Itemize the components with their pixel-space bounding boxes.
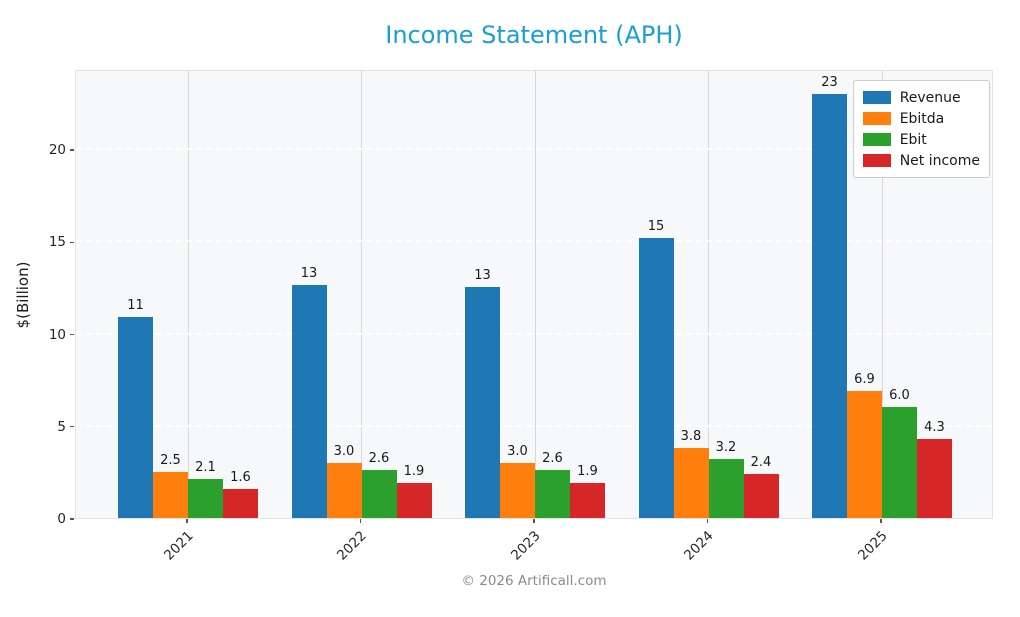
x-tick-mark <box>880 519 882 523</box>
legend-item-net-income: Net income <box>862 150 980 171</box>
bar-revenue-2021 <box>118 316 153 518</box>
bar-ebit-2021 <box>188 479 223 518</box>
bar-revenue-2024 <box>638 237 674 518</box>
y-tick-label-5: 5 <box>57 418 66 435</box>
bar-net-income-2021 <box>223 488 258 518</box>
legend-item-ebitda: Ebitda <box>862 108 980 129</box>
y-tick-label-10: 10 <box>48 326 66 343</box>
y-tick-mark <box>70 518 74 520</box>
bar-ebitda-2022 <box>326 462 362 518</box>
horizontal-gridline-10 <box>76 332 992 335</box>
bar-value-label: 3.8 <box>680 428 702 444</box>
bar-value-label: 1.6 <box>230 469 251 485</box>
bar-revenue-2023 <box>465 286 500 518</box>
bar-value-label: 2.6 <box>368 451 390 467</box>
footer-copyright: © 2026 Artificall.com <box>461 573 607 589</box>
bar-value-label: 6.9 <box>854 371 875 387</box>
bar-ebitda-2025 <box>847 390 882 518</box>
legend: Revenue Ebitda Ebit Net income <box>852 80 990 178</box>
vertical-gridline-2023 <box>534 71 536 518</box>
legend-swatch-icon <box>862 112 891 125</box>
vertical-gridline-2024 <box>708 71 709 518</box>
bar-value-label: 3.0 <box>333 443 355 459</box>
bar-value-label: 13 <box>474 267 491 283</box>
horizontal-gridline-15 <box>76 240 992 243</box>
x-tick-label-2024: 2024 <box>681 528 717 564</box>
x-tick-mark <box>706 519 709 523</box>
x-tick-mark <box>186 519 188 523</box>
x-tick-label-2025: 2025 <box>854 528 891 564</box>
x-tick-label-2023: 2023 <box>507 528 544 564</box>
bar-ebitda-2023 <box>500 462 535 518</box>
horizontal-gridline-5 <box>76 424 992 427</box>
bar-ebit-2023 <box>535 470 570 518</box>
bar-ebitda-2024 <box>673 447 709 518</box>
legend-label: Revenue <box>899 89 961 106</box>
legend-swatch-icon <box>862 91 891 104</box>
legend-label: Ebitda <box>899 110 945 127</box>
x-tick-label-2022: 2022 <box>334 528 370 564</box>
y-tick-mark <box>70 149 74 151</box>
x-tick-mark <box>359 519 362 523</box>
bar-value-label: 3.0 <box>507 443 528 459</box>
legend-label: Ebit <box>899 131 927 148</box>
horizontal-gridline-20 <box>76 148 992 151</box>
vertical-gridline-2025 <box>881 71 883 518</box>
bar-value-label: 23 <box>821 74 838 90</box>
bar-net-income-2023 <box>570 482 605 518</box>
bar-value-label: 3.2 <box>715 439 737 455</box>
y-tick-label-0: 0 <box>57 511 66 527</box>
y-tick-label-15: 15 <box>48 234 66 251</box>
bar-revenue-2025 <box>812 93 847 518</box>
y-tick-mark <box>70 333 74 336</box>
bar-ebit-2025 <box>882 407 917 518</box>
bar-value-label: 4.3 <box>924 419 945 435</box>
x-tick-mark <box>533 519 535 523</box>
chart-title: Income Statement (APH) <box>385 21 683 49</box>
bar-value-label: 6.0 <box>889 388 910 404</box>
bar-value-label: 1.9 <box>577 463 598 479</box>
y-tick-mark <box>70 241 74 243</box>
vertical-gridline-2021 <box>187 71 189 518</box>
legend-item-ebit: Ebit <box>862 129 980 150</box>
legend-label: Net income <box>899 152 980 169</box>
y-tick-label-20: 20 <box>48 142 66 159</box>
bar-value-label: 13 <box>300 265 318 281</box>
y-tick-mark <box>70 426 74 428</box>
bar-value-label: 15 <box>647 218 665 234</box>
bar-ebit-2022 <box>361 470 397 518</box>
legend-swatch-icon <box>862 154 891 167</box>
bar-ebitda-2021 <box>153 471 188 518</box>
bar-value-label: 2.5 <box>160 452 181 468</box>
bar-ebit-2024 <box>708 458 744 518</box>
bar-value-label: 1.9 <box>403 463 425 479</box>
x-tick-label-2021: 2021 <box>160 528 197 564</box>
bar-net-income-2025 <box>917 438 952 518</box>
legend-swatch-icon <box>862 133 891 146</box>
plot-area: 11 13 13 15 23 2.5 3.0 3.0 3.8 6.9 2.1 2.6 2.6 3.2 6.0… <box>75 70 993 519</box>
bar-value-label: 11 <box>127 297 144 313</box>
bar-value-label: 2.6 <box>542 451 563 467</box>
bar-value-label: 2.1 <box>195 460 216 476</box>
vertical-gridline-2022 <box>361 71 362 518</box>
bar-net-income-2024 <box>743 473 779 518</box>
legend-item-revenue: Revenue <box>862 87 980 108</box>
bar-value-label: 2.4 <box>750 454 772 470</box>
bar-net-income-2022 <box>396 482 432 518</box>
bar-revenue-2022 <box>291 284 327 518</box>
